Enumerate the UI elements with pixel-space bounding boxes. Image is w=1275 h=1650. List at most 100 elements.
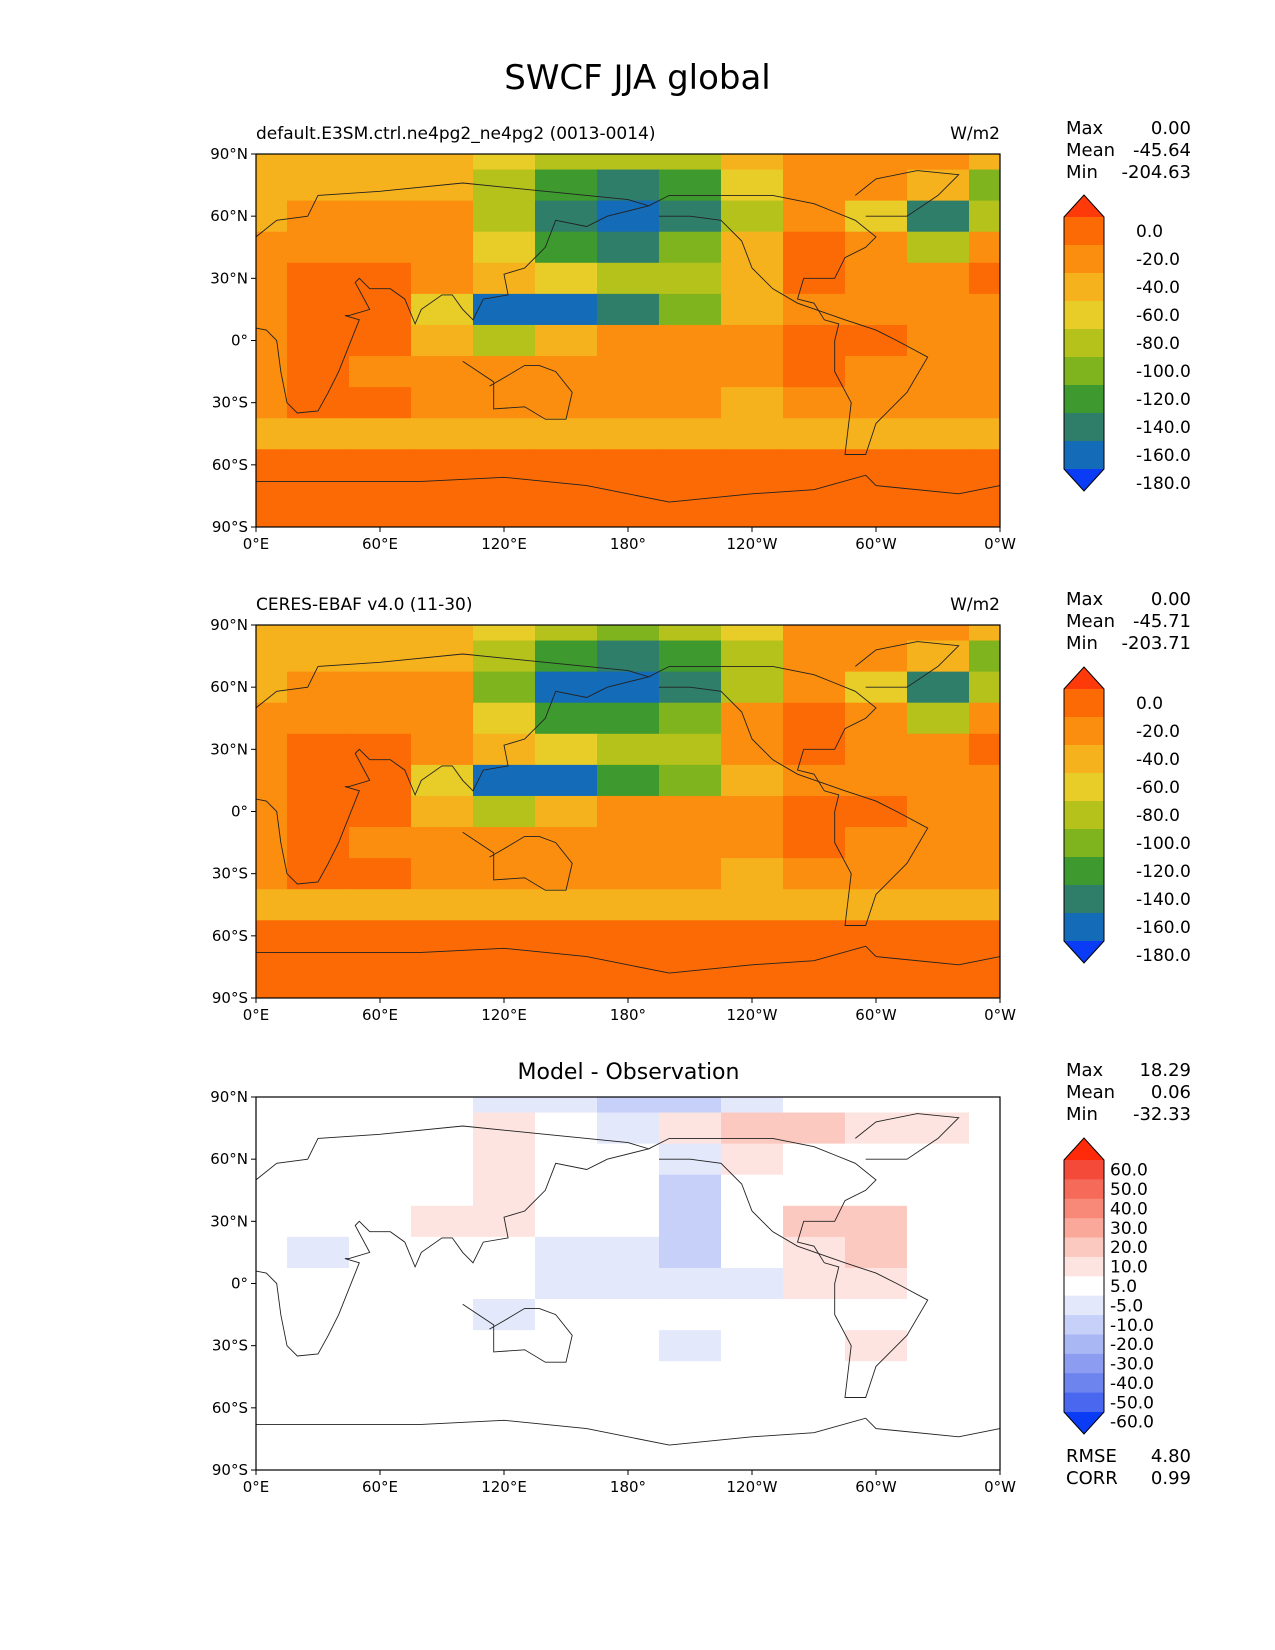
field-cell xyxy=(907,1361,970,1393)
stat-value: -32.33 xyxy=(1132,1104,1191,1125)
field-cell xyxy=(659,356,722,388)
field-cell xyxy=(597,640,660,673)
field-cell xyxy=(845,1330,908,1362)
field-cell xyxy=(845,231,908,264)
field-cell xyxy=(659,702,722,735)
field-cell xyxy=(256,733,288,766)
colorbar-tick-label: -80.0 xyxy=(1136,334,1180,354)
field-cell xyxy=(256,858,288,890)
field-cell xyxy=(349,480,412,512)
stat-value: 4.80 xyxy=(1150,1446,1191,1467)
field-cell xyxy=(907,231,970,264)
y-tick-label: 60°N xyxy=(210,207,248,225)
field-cell xyxy=(907,982,970,999)
field-cell xyxy=(969,920,1001,952)
x-tick-label: 0°W xyxy=(984,1478,1016,1496)
field-cell xyxy=(845,511,908,528)
field-cell xyxy=(783,795,846,828)
field-cell xyxy=(659,733,722,766)
field-cell xyxy=(349,169,412,202)
field-cell xyxy=(473,1299,536,1331)
field-cell xyxy=(721,858,784,890)
field-cell xyxy=(783,951,846,983)
field-cell xyxy=(845,1423,908,1455)
colorbar-bottom-extend xyxy=(1064,1412,1104,1434)
colorbar-swatch xyxy=(1064,413,1104,442)
field-cell xyxy=(907,1267,970,1300)
y-tick-label: 0° xyxy=(231,803,248,821)
colorbar-swatch xyxy=(1064,357,1104,386)
colorbar-frame xyxy=(1063,666,1105,964)
colorbar-tick-label: -120.0 xyxy=(1136,390,1191,410)
field-cell xyxy=(287,1205,350,1238)
field-cells xyxy=(256,625,1001,999)
field-cell xyxy=(783,169,846,202)
stat-row: Mean -45.64 xyxy=(1066,140,1191,162)
field-cell xyxy=(473,480,536,512)
field-cell xyxy=(411,418,474,450)
x-tick-label: 60°E xyxy=(362,1478,398,1496)
field-cell xyxy=(845,858,908,890)
field-cell xyxy=(287,200,350,233)
field-cell xyxy=(659,858,722,890)
field-cell xyxy=(256,387,288,419)
field-cell xyxy=(256,827,288,859)
field-cell xyxy=(597,920,660,952)
field-cell xyxy=(721,1112,784,1145)
colorbar-swatch xyxy=(1064,1392,1104,1413)
field-cell xyxy=(783,982,846,999)
field-cell xyxy=(969,702,1001,735)
field-cell xyxy=(597,387,660,419)
colorbar-tick-label: 20.0 xyxy=(1110,1238,1148,1258)
y-tick-label: 30°S xyxy=(212,394,248,412)
colorbar-swatch xyxy=(1064,301,1104,330)
field-cell xyxy=(535,702,598,735)
stat-row: Max 0.00 xyxy=(1066,118,1191,140)
stat-key: Min xyxy=(1066,1104,1098,1125)
field-cell xyxy=(349,671,412,704)
field-cell xyxy=(535,154,598,171)
colorbar-swatch xyxy=(1064,1373,1104,1394)
field-cell xyxy=(256,231,288,264)
field-cell xyxy=(721,625,784,642)
stat-row: Min -203.71 xyxy=(1066,633,1191,655)
field-cell xyxy=(597,1392,660,1424)
field-cell xyxy=(659,387,722,419)
field-cell xyxy=(907,625,970,642)
field-cell xyxy=(721,418,784,450)
field-cell xyxy=(287,324,350,357)
colorbar-swatch xyxy=(1064,913,1104,942)
colorbar-bottom-extend xyxy=(1064,469,1104,491)
field-cell xyxy=(287,1143,350,1176)
field-cell xyxy=(287,1267,350,1300)
field-cell xyxy=(659,920,722,952)
field-cell xyxy=(287,1392,350,1424)
field-cell xyxy=(659,154,722,171)
field-cell xyxy=(907,1423,970,1455)
field-cell xyxy=(721,1392,784,1424)
colorbar-tick-label: -100.0 xyxy=(1136,362,1191,382)
x-tick-label: 180° xyxy=(610,1006,646,1024)
y-tick-label: 60°S xyxy=(212,927,248,945)
field-cell xyxy=(535,1097,598,1114)
field-cell xyxy=(907,418,970,450)
field-cell xyxy=(256,1361,288,1393)
colorbar-swatch xyxy=(1064,1276,1104,1297)
field-cell xyxy=(473,1143,536,1176)
field-cell xyxy=(969,262,1001,295)
stat-key: Mean xyxy=(1066,140,1116,161)
colorbar-swatch xyxy=(1064,829,1104,858)
field-cell xyxy=(597,356,660,388)
coastline xyxy=(462,360,573,420)
panel-3-rmse-corr: RMSE 4.80 CORR 0.99 xyxy=(1066,1446,1191,1490)
colorbar-tick-label: -160.0 xyxy=(1136,446,1191,466)
field-cell xyxy=(473,511,536,528)
field-cell xyxy=(845,1205,908,1238)
field-cell xyxy=(659,951,722,983)
field-cell xyxy=(907,169,970,202)
field-cell xyxy=(473,200,536,233)
field-cell xyxy=(597,702,660,735)
field-cell xyxy=(907,200,970,233)
field-cell xyxy=(597,1236,660,1269)
field-cell xyxy=(256,764,288,797)
